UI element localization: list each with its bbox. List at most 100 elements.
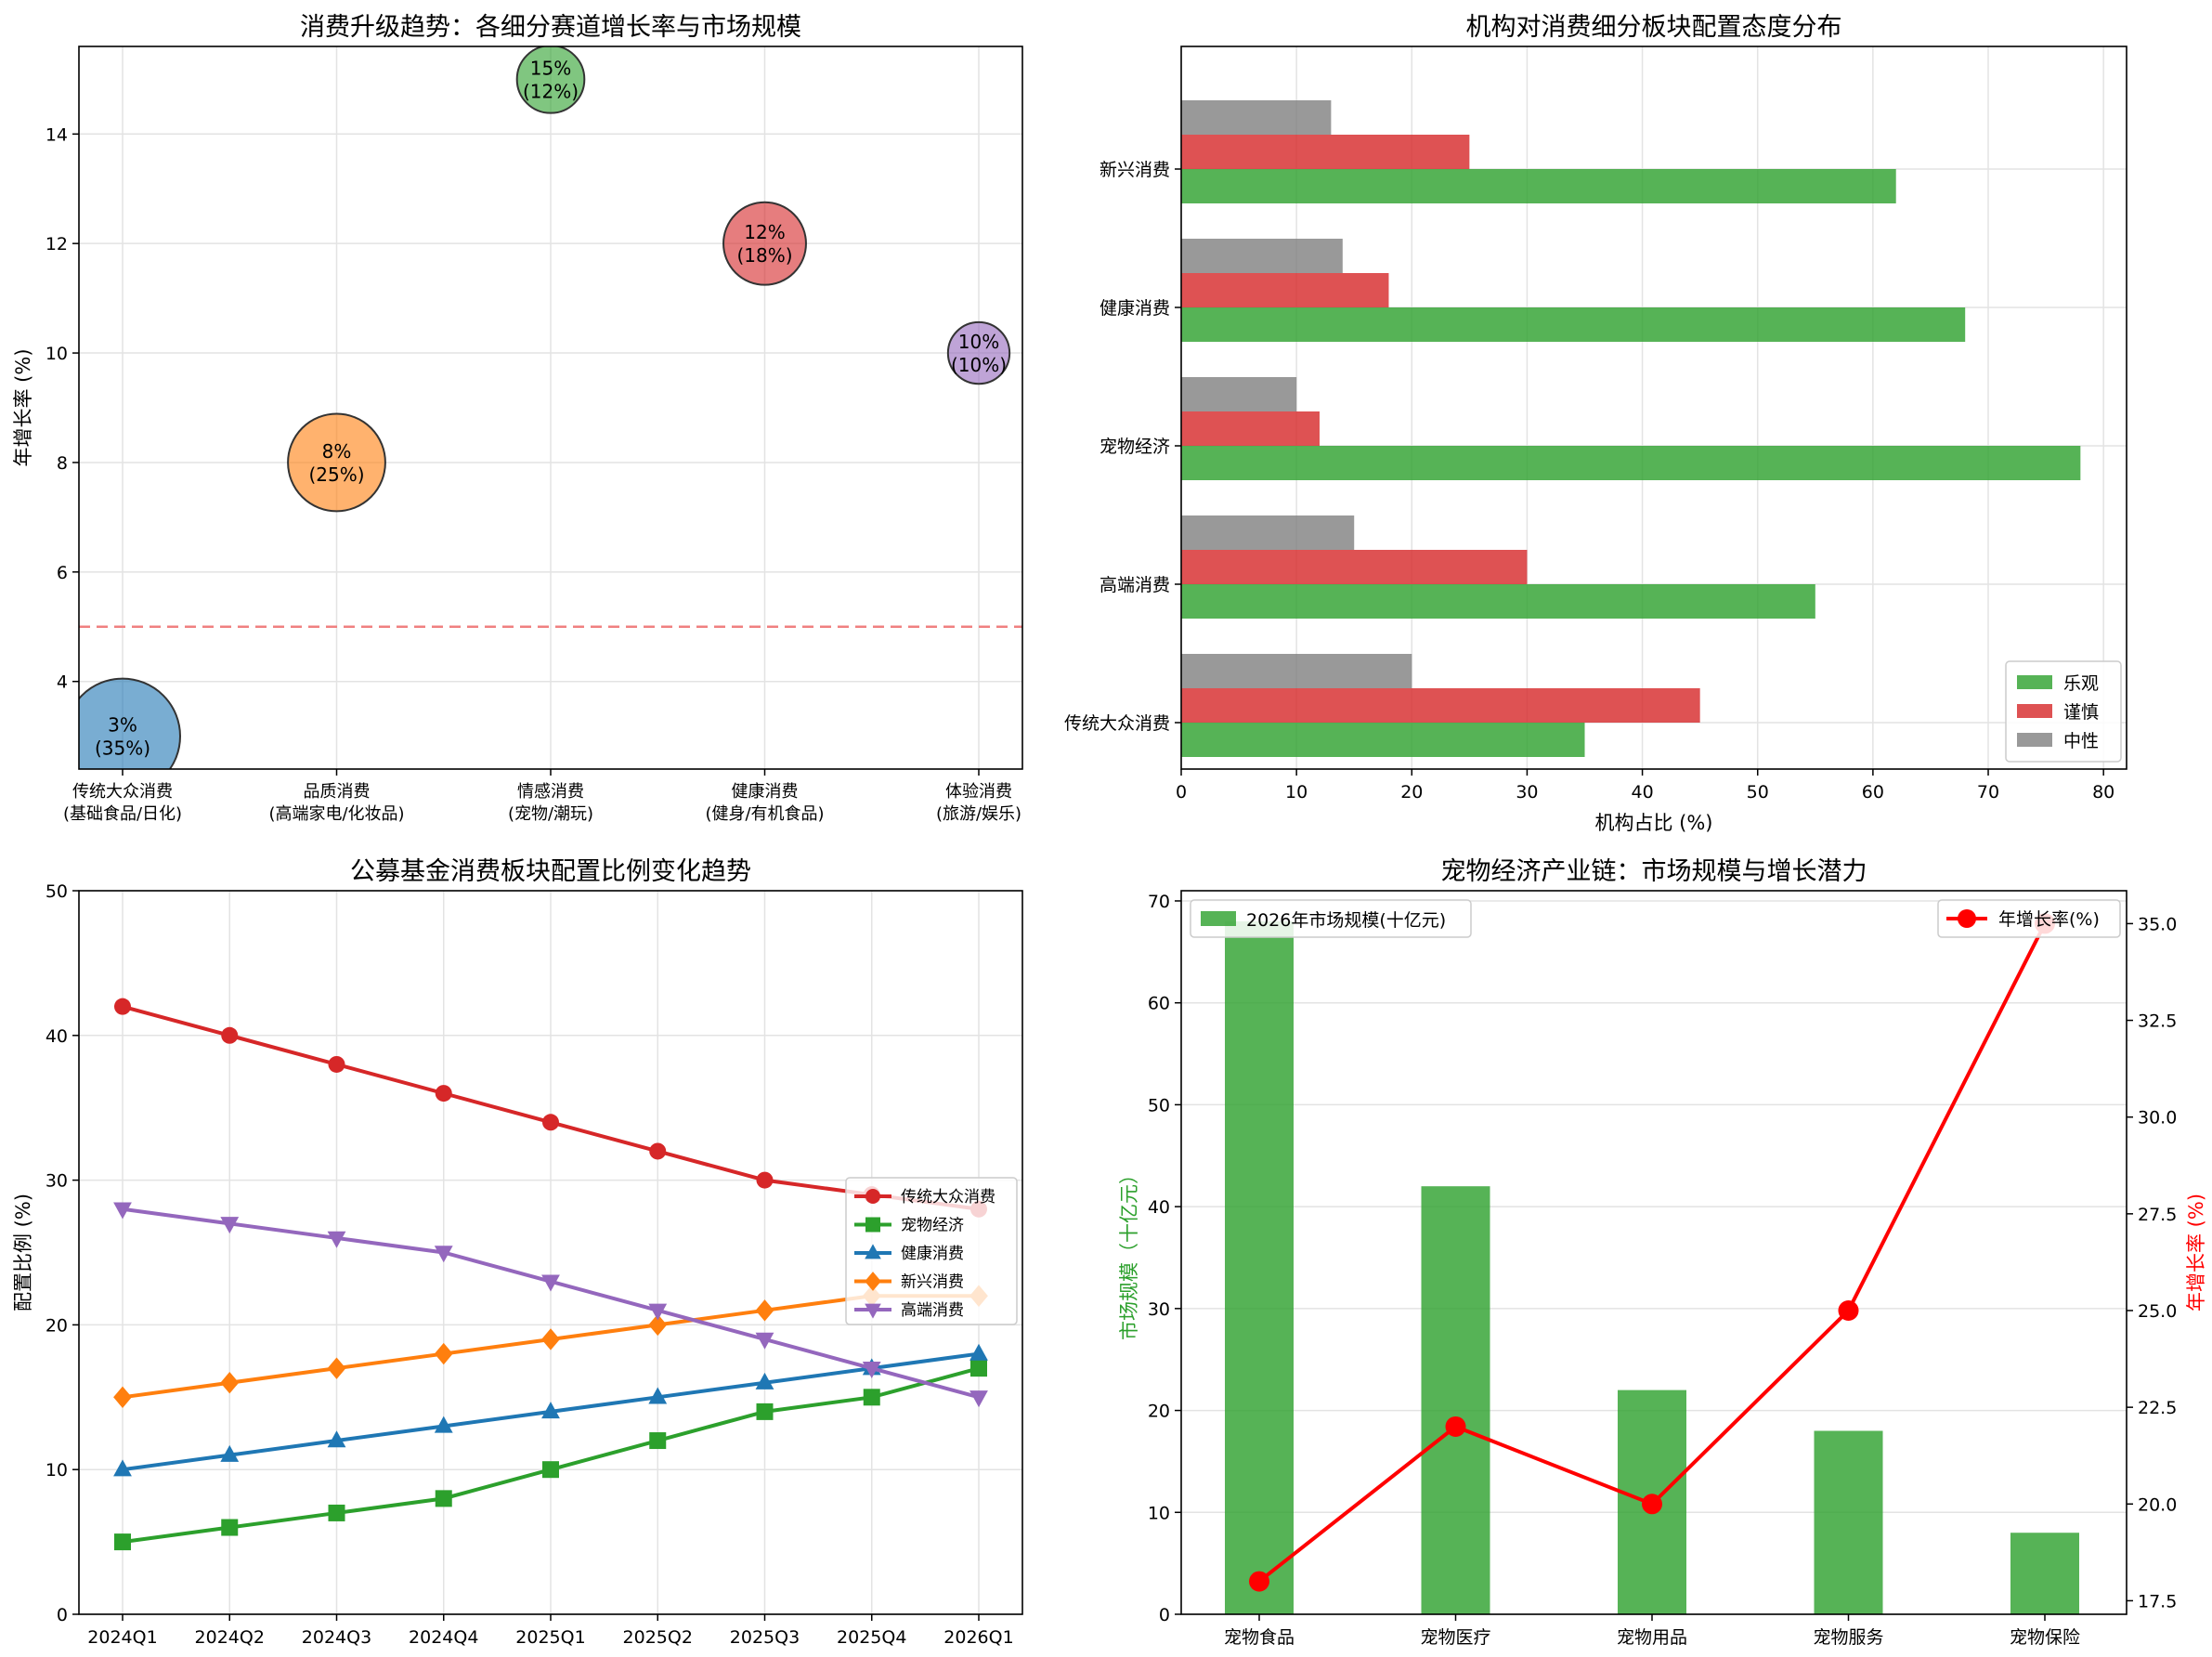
chart-title: 公募基金消费板块配置比例变化趋势 [350,857,751,886]
bubble [946,320,1011,385]
bubble [515,46,586,114]
bubble-chart: 3% (35%) 8% (25%) 15% (12%) 12% (18%) 10% (10%) 4 6… [12,13,1023,824]
data-point [863,1389,880,1406]
legend-label: 中性 [2063,731,2099,751]
data-point [220,1217,240,1234]
legend-label: 健康消费 [901,1245,964,1263]
x-tick-label: 50 [1747,782,1769,802]
y-right-tick-label: 30.0 [2138,1108,2177,1129]
data-point [220,1372,240,1394]
data-point [649,1142,667,1160]
x-tick-label: 2025Q1 [515,1627,585,1648]
legend-marker [865,1303,881,1319]
legend-marker [1958,909,1976,928]
bubble-label: 3% (35%) [95,714,150,760]
bar [1181,307,1966,342]
legend-marker [865,1217,880,1233]
y-tick-label: 健康消费 [1099,298,1170,319]
x-tick-label: 宠物医疗 [1420,1627,1490,1648]
legend-line: 年增长率(%) [1937,899,2121,938]
legend-label: 传统大众消费 [901,1188,995,1207]
x-tick-label: 宠物食品 [1224,1627,1295,1648]
legend-swatch [2017,704,2052,718]
bubble-label: 12% (18%) [736,221,792,267]
y-tick-label: 14 [46,124,68,145]
x-tick-label: 2025Q3 [730,1627,800,1648]
y-tick-label: 40 [46,1026,68,1047]
allocation-line-chart: 0 10 20 30 40 50 2024Q1 2024Q2 2024Q3 2024Q4 2025Q… [12,857,1023,1648]
legend-label: 宠物经济 [901,1217,964,1235]
y-tick-label: 传统大众消费 [1064,713,1170,734]
bubble [722,201,807,286]
y-tick-label: 30 [46,1171,68,1192]
data-point [756,1171,774,1189]
y-right-tick-label: 20.0 [2138,1494,2177,1515]
x-tick-label: 2025Q2 [623,1627,693,1648]
data-point [649,1432,667,1450]
bar [1181,273,1389,307]
bubble-label: 8% (25%) [308,440,364,486]
data-point [114,998,131,1015]
bar [1181,723,1585,757]
bar [1421,1186,1490,1614]
legend-swatch [2017,733,2052,747]
x-tick-label: 宠物服务 [1813,1627,1883,1648]
bubble [287,412,386,513]
y-tick-label: 0 [57,1605,68,1625]
legend-label: 年增长率(%) [1998,909,2100,930]
y-tick-label: 8 [57,453,68,474]
legend-label: 谨慎 [2063,702,2099,723]
data-point [756,1403,774,1420]
data-point [435,1085,452,1102]
y-tick-label: 20 [46,1315,68,1336]
y-tick-label: 宠物经济 [1099,437,1170,457]
y-axis-label: 年增长率 (%) [12,348,34,466]
data-point [434,1342,453,1365]
data-point [755,1332,774,1350]
x-tick-label: 2024Q4 [409,1627,478,1648]
legend-label: 高端消费 [901,1301,964,1320]
plot-frame [1180,46,2127,770]
legend-bar: 2026年市场规模(十亿元) [1190,899,1472,938]
data-point [113,1386,132,1408]
data-point [114,1533,131,1551]
data-point [648,1313,668,1337]
y-tick-label: 10 [1148,1503,1170,1523]
attitude-chart: 0 10 20 30 40 50 60 70 80传统大众消费高端消费宠物经济健康消费新兴消费机… [1064,13,2127,834]
chart-title: 消费升级趋势：各细分赛道增长率与市场规模 [300,13,801,42]
bar [1181,446,2081,480]
legend-label: 乐观 [2063,673,2099,694]
y-tick-label: 70 [1148,892,1170,912]
x-tick-label: 2024Q2 [195,1627,265,1648]
legend-swatch [2017,675,2052,689]
data-point [1838,1299,1859,1321]
y-tick-label: 12 [46,234,68,254]
x-tick-label: 体验消费(旅游/娱乐) [936,782,1021,824]
bar [1181,239,1343,273]
pet-economy-chart: 0 10 20 30 40 50 60 70 17.5 20.0 22.5 25.0 27.5 30.0 3… [1118,857,2207,1648]
x-tick-label: 70 [1977,782,1999,802]
x-tick-label: 10 [1285,782,1308,802]
bar [1181,377,1297,411]
y-right-tick-label: 17.5 [2138,1591,2177,1611]
legend-box [845,1177,1018,1325]
y-tick-label: 40 [1148,1197,1170,1218]
data-point [755,1299,774,1322]
bubble-label: 10% (10%) [951,331,1007,376]
bubble [79,677,181,769]
x-tick-label: 宠物用品 [1617,1627,1687,1648]
legend-marker [865,1189,880,1204]
y-right-tick-label: 35.0 [2138,914,2177,934]
y-right-tick-label: 27.5 [2138,1205,2177,1225]
chart-title: 机构对消费细分板块配置态度分布 [1466,13,1842,42]
bar [1181,550,1528,584]
data-point [648,1387,668,1404]
y-right-tick-label: 25.0 [2138,1301,2177,1322]
x-tick-label: 80 [2092,782,2114,802]
y-tick-label: 30 [1148,1299,1170,1320]
x-tick-label: 情感消费(宠物/潮玩) [508,782,593,824]
data-point [1249,1571,1269,1592]
x-tick-label: 2026Q1 [943,1627,1013,1648]
legend-marker [865,1244,881,1259]
